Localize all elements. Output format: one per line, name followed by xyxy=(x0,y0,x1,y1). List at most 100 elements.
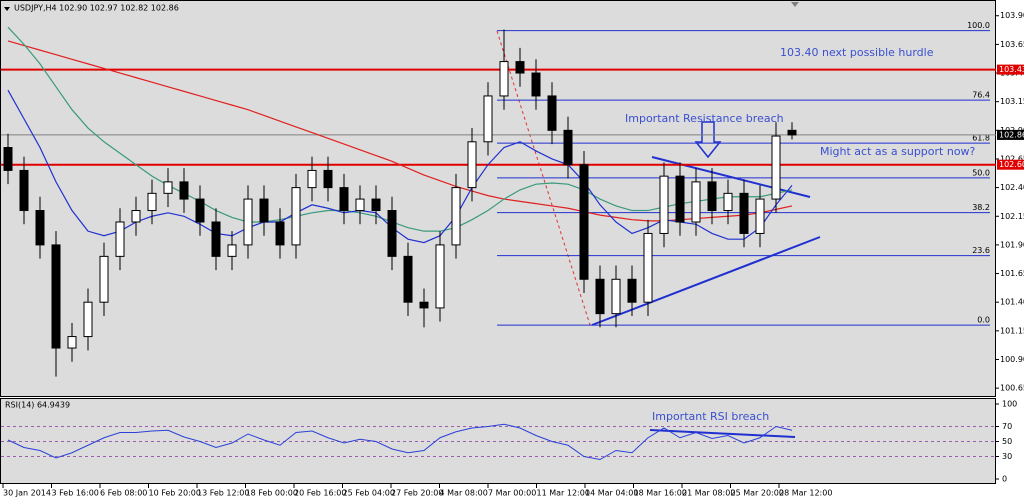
candle-body xyxy=(243,198,253,246)
annotation: 103.40 next possible hurdle xyxy=(780,46,934,59)
y-tick-label: 0 xyxy=(1002,475,1007,484)
candle-body xyxy=(531,72,541,97)
y-tick-label: 101.15 xyxy=(1000,326,1024,335)
y-tick-label: 101.40 xyxy=(1000,298,1024,307)
level-label: 103.43 xyxy=(999,65,1024,74)
level-tag xyxy=(997,64,1024,75)
fib-label: 50.0 xyxy=(972,168,990,177)
y-tick-label: 70 xyxy=(1002,422,1012,431)
y-tick-label: 103.90 xyxy=(1000,11,1024,20)
y-tick-label: 100 xyxy=(1002,400,1017,409)
candle-body xyxy=(323,169,333,189)
current-price-label: 102.86 xyxy=(999,130,1024,139)
candle-body xyxy=(419,301,429,309)
x-tick-label: 27 Feb 20:00 xyxy=(391,489,443,498)
x-tick-label: 7 Mar 00:00 xyxy=(488,489,536,498)
candle-body xyxy=(707,181,717,212)
candle-body xyxy=(451,187,461,246)
candle-body xyxy=(739,192,749,234)
candle-body xyxy=(659,175,669,234)
candle-body xyxy=(227,244,237,257)
rsi-panel xyxy=(0,398,996,484)
candle-body xyxy=(307,169,317,189)
y-tick-label: 102.15 xyxy=(1000,212,1024,221)
rsi-title: RSI(14) 64.9439 xyxy=(5,401,70,410)
price-panel xyxy=(0,0,996,397)
x-tick-label: 14 Mar 04:00 xyxy=(585,489,638,498)
x-tick-label: 11 Mar 12:00 xyxy=(537,489,590,498)
x-tick-label: 4 Mar 08:00 xyxy=(440,489,488,498)
candle-body xyxy=(211,221,221,257)
candle-body xyxy=(499,61,509,97)
candle-body xyxy=(723,192,733,212)
fib-label: 0.0 xyxy=(977,316,990,325)
candle-body xyxy=(371,198,381,212)
rsi-trend-line xyxy=(649,429,796,438)
x-tick-label: 30 Jan 2014 xyxy=(3,489,51,498)
fib-label: 100.0 xyxy=(967,21,990,30)
y-tick-label: 103.15 xyxy=(1000,97,1024,106)
candle-body xyxy=(755,198,765,234)
candle-body xyxy=(675,175,685,223)
fib-label: 38.2 xyxy=(972,203,990,212)
y-tick-label: 102.65 xyxy=(1000,154,1024,163)
x-tick-label: 25 Mar 20:00 xyxy=(731,489,784,498)
annotation: Important Resistance breach xyxy=(625,112,784,125)
candle-body xyxy=(339,187,349,212)
arrow-down xyxy=(694,121,722,159)
x-tick-label: 18 Feb 00:00 xyxy=(246,489,298,498)
annotation: Important RSI breach xyxy=(652,410,769,423)
candle-body xyxy=(547,95,557,131)
x-tick-label: 10 Feb 20:00 xyxy=(149,489,201,498)
y-tick-label: 101.90 xyxy=(1000,240,1024,249)
candle-body xyxy=(163,181,173,194)
candle-body xyxy=(483,95,493,143)
candle-body xyxy=(35,210,45,246)
candle-body xyxy=(51,244,61,349)
candle-body xyxy=(259,198,269,223)
candle-body xyxy=(131,210,141,223)
candle-body xyxy=(595,278,605,315)
y-tick-label: 103.65 xyxy=(1000,40,1024,49)
candle-body xyxy=(147,192,157,212)
chart-title: USDJPY,H4 102.90 102.97 102.82 102.86 xyxy=(14,4,179,13)
candle-body xyxy=(611,278,621,315)
annotation: Might act as a support now? xyxy=(820,145,976,158)
candle-body xyxy=(291,187,301,246)
x-tick-label: 25 Feb 04:00 xyxy=(343,489,395,498)
trend-line-upper xyxy=(651,156,811,198)
candle-body xyxy=(355,198,365,212)
x-tick-label: 28 Mar 12:00 xyxy=(779,489,832,498)
candle-body xyxy=(691,181,701,223)
candle-body xyxy=(67,336,77,349)
x-tick-label: 3 Feb 16:00 xyxy=(52,489,99,498)
x-tick-label: 20 Feb 16:00 xyxy=(294,489,346,498)
current-price-tag xyxy=(997,129,1024,140)
x-tick-label: 21 Mar 08:00 xyxy=(682,489,735,498)
candle-body xyxy=(435,244,445,309)
x-tick-label: 18 Mar 16:00 xyxy=(634,489,687,498)
candle-body xyxy=(3,147,13,171)
y-tick-label: 30 xyxy=(1002,452,1012,461)
candle-body xyxy=(771,135,781,200)
rsi-line xyxy=(7,423,793,461)
shift-marker xyxy=(791,2,799,7)
y-tick-label: 100.65 xyxy=(1000,384,1024,393)
candle-body xyxy=(579,164,589,280)
candle-body xyxy=(563,129,573,166)
candle-body xyxy=(83,301,93,338)
fib-label: 23.6 xyxy=(972,246,990,255)
y-tick-label: 102.40 xyxy=(1000,183,1024,192)
level-label: 102.60 xyxy=(999,160,1024,169)
fib-label: 61.8 xyxy=(972,134,990,143)
candle-body xyxy=(19,169,29,212)
trend-line-lower xyxy=(591,236,821,326)
candle-body xyxy=(643,232,653,303)
candle-body xyxy=(403,255,413,303)
y-tick-label: 100.90 xyxy=(1000,355,1024,364)
candle-body xyxy=(275,221,285,246)
candle-body xyxy=(787,129,797,136)
candle-body xyxy=(115,221,125,257)
y-tick-label: 101.65 xyxy=(1000,269,1024,278)
candle-body xyxy=(99,255,109,303)
